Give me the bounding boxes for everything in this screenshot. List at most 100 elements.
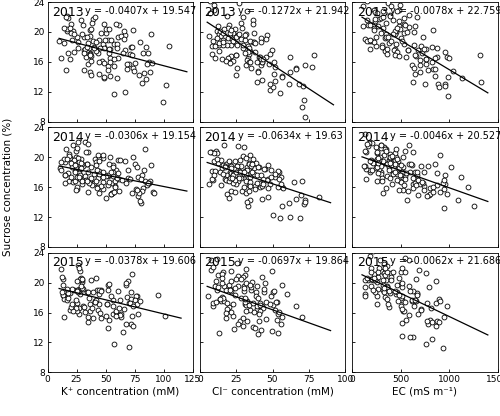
Point (72, 162, 80, 168)
Point (84, 189, 92, 196)
Point (216, 182, 224, 189)
Point (385, 287, 393, 294)
Point (232, 285, 239, 292)
Point (277, 321, 285, 328)
Point (56, 164, 64, 171)
Point (254, 79, 262, 86)
Point (422, 300, 430, 306)
Point (277, 173, 285, 180)
Point (370, 27, 378, 34)
Point (405, 161, 413, 167)
Point (207, 256, 215, 263)
Point (231, 26, 239, 32)
Point (444, 93, 452, 99)
Point (216, 156, 224, 163)
Point (420, 187, 428, 193)
Point (256, 56, 264, 62)
Point (366, 22, 374, 28)
Point (232, 52, 240, 58)
Point (276, 168, 283, 175)
Point (104, 37, 112, 43)
Point (258, 171, 266, 178)
Point (409, 181, 417, 187)
Point (132, 164, 140, 171)
Point (286, 213, 294, 220)
Point (219, 269, 227, 275)
Point (439, 180, 447, 187)
Point (430, 72, 438, 79)
Point (270, 173, 278, 180)
Point (408, 161, 416, 168)
Point (242, 302, 250, 309)
Point (244, 203, 252, 209)
Point (80, 304, 88, 311)
Point (392, 154, 400, 161)
Point (206, 149, 214, 155)
Point (436, 152, 444, 158)
Point (250, 309, 258, 316)
Point (422, 270, 430, 276)
Point (104, 67, 112, 74)
Point (392, 161, 400, 167)
Point (430, 160, 438, 167)
Point (138, 188, 146, 194)
Point (69, 28, 77, 35)
Point (122, 89, 130, 96)
Point (270, 288, 278, 295)
Point (218, 297, 226, 304)
Point (133, 300, 141, 307)
Point (373, 156, 381, 163)
Point (55, 38, 63, 45)
Point (444, 54, 452, 61)
Point (406, 333, 414, 340)
Point (230, 172, 237, 178)
Point (388, 152, 396, 159)
Point (73, 185, 81, 192)
Point (388, 17, 396, 23)
Point (410, 287, 418, 294)
Point (124, 278, 132, 285)
Point (388, 181, 396, 187)
Point (253, 283, 261, 290)
Point (236, 317, 244, 324)
Text: 2013: 2013 (52, 6, 84, 19)
Point (376, 247, 384, 254)
Point (396, 280, 404, 287)
Point (208, 176, 216, 182)
Point (216, 330, 224, 337)
Point (395, 23, 403, 30)
Point (138, 200, 145, 206)
Point (242, 178, 250, 184)
Point (434, 181, 442, 188)
Point (211, 168, 219, 175)
Point (364, 142, 372, 149)
Point (380, 24, 388, 31)
Point (222, 287, 230, 293)
Point (128, 302, 136, 309)
Point (362, 284, 370, 290)
Point (77, 17, 85, 24)
Point (250, 17, 258, 23)
Point (86, 52, 94, 59)
Point (234, 162, 241, 169)
Point (100, 44, 108, 50)
Point (370, 7, 378, 13)
Point (73, 287, 81, 294)
Point (396, 1, 404, 8)
Point (110, 188, 118, 195)
Point (382, 284, 390, 291)
Point (126, 300, 134, 307)
Point (262, 316, 270, 322)
Point (65, 151, 73, 158)
Point (380, 144, 388, 150)
Point (268, 47, 276, 54)
Point (382, 148, 390, 154)
Point (251, 49, 259, 56)
Point (110, 297, 118, 304)
Point (102, 173, 110, 179)
Point (458, 75, 466, 82)
Point (238, 274, 246, 280)
Point (141, 146, 149, 153)
Point (382, 145, 390, 152)
Point (120, 28, 128, 35)
